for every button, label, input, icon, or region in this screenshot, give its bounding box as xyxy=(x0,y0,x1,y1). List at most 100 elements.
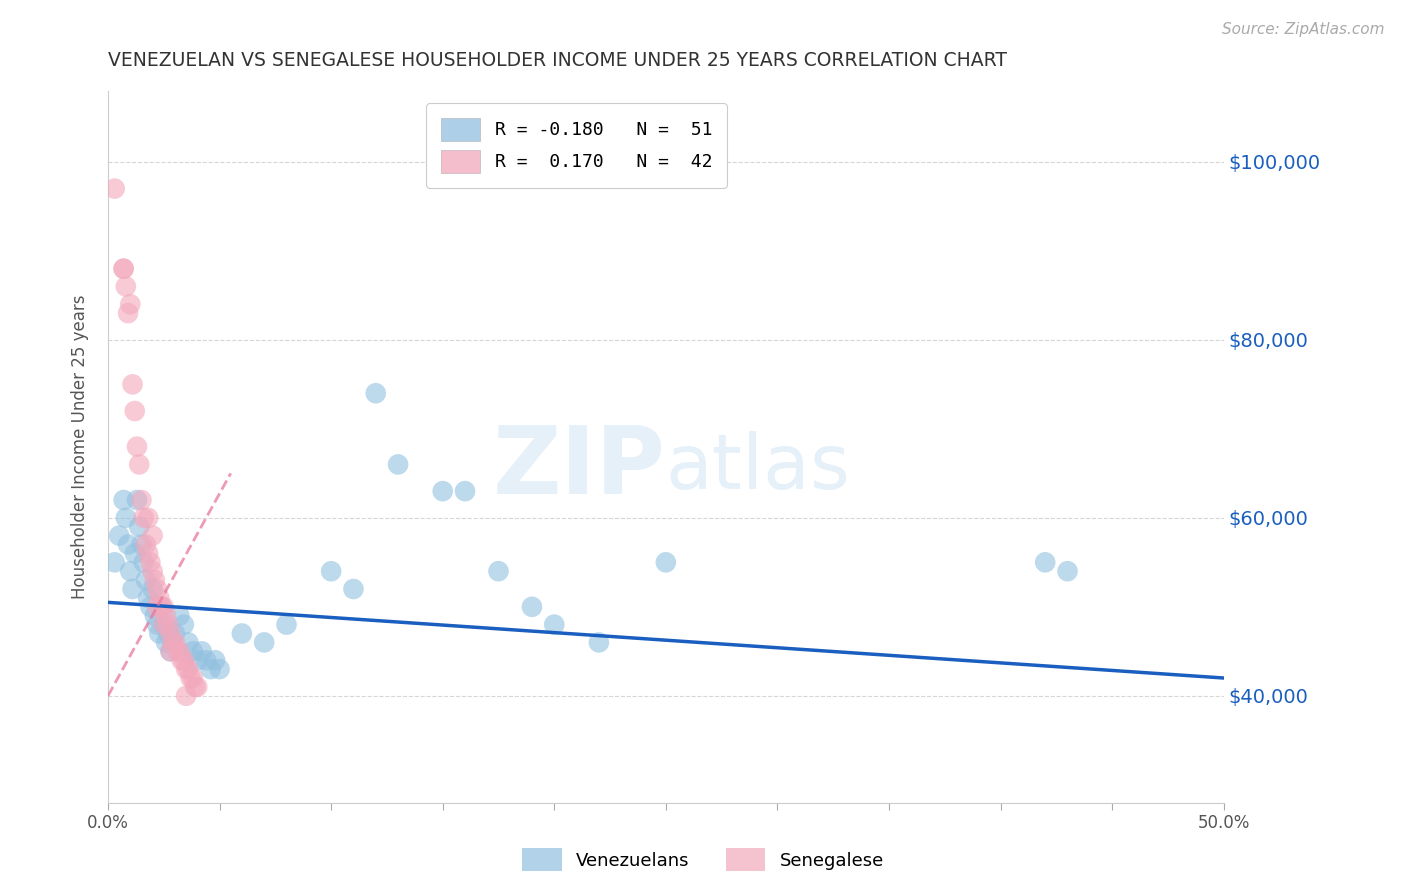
Point xyxy=(104,555,127,569)
Point xyxy=(169,644,191,658)
Y-axis label: Householder Income Under 25 years: Householder Income Under 25 years xyxy=(72,294,89,599)
Point xyxy=(132,511,155,525)
Point xyxy=(177,635,200,649)
Point xyxy=(432,484,454,499)
Point xyxy=(186,680,208,694)
Point xyxy=(115,279,138,293)
Point xyxy=(163,635,186,649)
Point xyxy=(174,689,197,703)
Point xyxy=(170,653,193,667)
Point xyxy=(159,626,181,640)
Point xyxy=(125,493,148,508)
Point xyxy=(120,297,142,311)
Point xyxy=(148,591,170,605)
Point xyxy=(108,528,131,542)
Point xyxy=(142,582,165,596)
Point xyxy=(173,617,195,632)
Point xyxy=(135,537,157,551)
Point xyxy=(159,644,181,658)
Point xyxy=(1056,564,1078,578)
Point xyxy=(253,635,276,649)
Point xyxy=(204,653,226,667)
Point xyxy=(125,440,148,454)
Point xyxy=(184,680,207,694)
Point xyxy=(155,635,177,649)
Point xyxy=(159,644,181,658)
Point xyxy=(112,493,135,508)
Point xyxy=(132,555,155,569)
Point xyxy=(124,546,146,560)
Point xyxy=(146,599,169,614)
Point xyxy=(276,617,298,632)
Point xyxy=(142,528,165,542)
Point xyxy=(163,626,186,640)
Point xyxy=(387,458,409,472)
Point xyxy=(146,617,169,632)
Point xyxy=(190,644,212,658)
Point xyxy=(364,386,387,401)
Text: VENEZUELAN VS SENEGALESE HOUSEHOLDER INCOME UNDER 25 YEARS CORRELATION CHART: VENEZUELAN VS SENEGALESE HOUSEHOLDER INC… xyxy=(108,51,1007,70)
Point xyxy=(181,644,204,658)
Point xyxy=(136,546,159,560)
Text: atlas: atlas xyxy=(666,431,851,505)
Point xyxy=(136,591,159,605)
Point xyxy=(150,599,173,614)
Point xyxy=(135,573,157,587)
Point xyxy=(174,662,197,676)
Point xyxy=(142,564,165,578)
Point xyxy=(157,617,180,632)
Point xyxy=(131,537,153,551)
Point xyxy=(152,599,174,614)
Point xyxy=(136,511,159,525)
Point xyxy=(173,653,195,667)
Point xyxy=(454,484,477,499)
Point xyxy=(177,662,200,676)
Point xyxy=(162,635,184,649)
Point xyxy=(121,582,143,596)
Text: ZIP: ZIP xyxy=(494,422,666,514)
Point xyxy=(321,564,343,578)
Point xyxy=(157,626,180,640)
Point xyxy=(655,555,678,569)
Point xyxy=(181,671,204,685)
Point xyxy=(1033,555,1056,569)
Point xyxy=(115,511,138,525)
Point xyxy=(146,582,169,596)
Point xyxy=(131,493,153,508)
Point xyxy=(208,662,231,676)
Point xyxy=(588,635,610,649)
Point xyxy=(104,181,127,195)
Point xyxy=(139,599,162,614)
Point xyxy=(112,261,135,276)
Point xyxy=(124,404,146,418)
Point xyxy=(162,635,184,649)
Point xyxy=(342,582,364,596)
Point xyxy=(488,564,510,578)
Point xyxy=(200,662,222,676)
Point xyxy=(121,377,143,392)
Point xyxy=(152,617,174,632)
Point xyxy=(169,608,191,623)
Point xyxy=(520,599,543,614)
Point xyxy=(148,626,170,640)
Point xyxy=(128,458,150,472)
Point xyxy=(143,573,166,587)
Legend: R = -0.180   N =  51, R =  0.170   N =  42: R = -0.180 N = 51, R = 0.170 N = 42 xyxy=(426,103,727,187)
Point xyxy=(155,608,177,623)
Point xyxy=(150,599,173,614)
Point xyxy=(120,564,142,578)
Legend: Venezuelans, Senegalese: Venezuelans, Senegalese xyxy=(515,841,891,879)
Point xyxy=(117,306,139,320)
Point xyxy=(128,520,150,534)
Point xyxy=(166,644,188,658)
Point xyxy=(186,653,208,667)
Point xyxy=(180,671,202,685)
Point xyxy=(195,653,218,667)
Point xyxy=(112,261,135,276)
Text: Source: ZipAtlas.com: Source: ZipAtlas.com xyxy=(1222,22,1385,37)
Point xyxy=(152,617,174,632)
Point xyxy=(543,617,565,632)
Point xyxy=(139,555,162,569)
Point xyxy=(231,626,253,640)
Point xyxy=(117,537,139,551)
